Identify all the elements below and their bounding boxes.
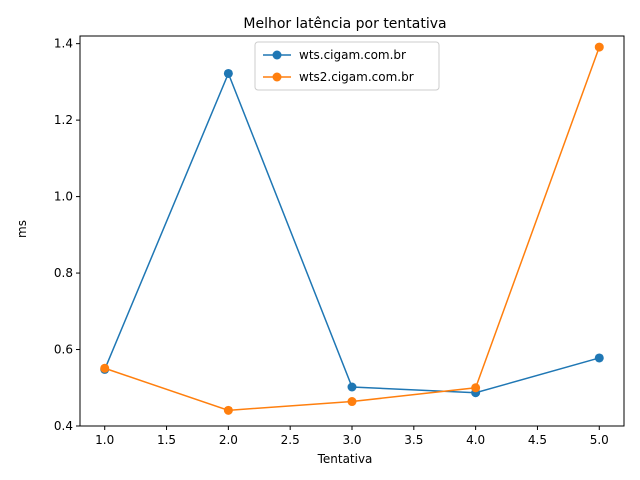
x-tick-label: 1.5 xyxy=(157,433,176,447)
x-tick-label: 4.5 xyxy=(528,433,547,447)
y-tick-label: 1.2 xyxy=(54,113,73,127)
series-1-point xyxy=(223,68,233,78)
series-2-point xyxy=(100,363,110,373)
legend-box xyxy=(254,41,440,91)
y-tick-label: 0.4 xyxy=(54,419,73,433)
series-1-point xyxy=(594,353,604,363)
legend-label-2: wts2.cigam.com.br xyxy=(299,70,414,84)
plot-frame xyxy=(79,35,625,427)
y-tick-label: 0.6 xyxy=(54,343,73,357)
x-tick-label: 3.5 xyxy=(404,433,423,447)
x-tick-label: 2.5 xyxy=(281,433,300,447)
legend-marker-1 xyxy=(272,50,282,60)
legend-label-1: wts.cigam.com.br xyxy=(299,48,406,62)
y-axis: 0.4 0.6 0.8 1.0 1.2 1.4 xyxy=(54,37,80,433)
x-tick-label: 3.0 xyxy=(342,433,361,447)
series-layer xyxy=(100,42,604,415)
y-axis-label: ms xyxy=(15,220,29,238)
x-tick-label: 2.0 xyxy=(219,433,238,447)
x-tick-label: 5.0 xyxy=(590,433,609,447)
y-tick-label: 1.4 xyxy=(54,37,73,51)
x-axis-label: Tentativa xyxy=(317,452,373,466)
series-1-point xyxy=(347,382,357,392)
series-2-point xyxy=(471,383,481,393)
legend: wts.cigam.com.br wts2.cigam.com.br xyxy=(254,41,440,91)
x-axis: 1.0 1.5 2.0 2.5 3.0 3.5 4.0 4.5 5.0 xyxy=(95,426,609,447)
chart-title: Melhor latência por tentativa xyxy=(243,16,446,32)
x-tick-label: 1.0 xyxy=(95,433,114,447)
series-2-point xyxy=(594,42,604,52)
plot-area xyxy=(79,35,625,427)
y-tick-label: 0.8 xyxy=(54,266,73,280)
y-tick-label: 1.0 xyxy=(54,190,73,204)
series-2-point xyxy=(223,405,233,415)
legend-marker-2 xyxy=(272,72,282,82)
x-tick-label: 4.0 xyxy=(466,433,485,447)
series-2-point xyxy=(347,397,357,407)
